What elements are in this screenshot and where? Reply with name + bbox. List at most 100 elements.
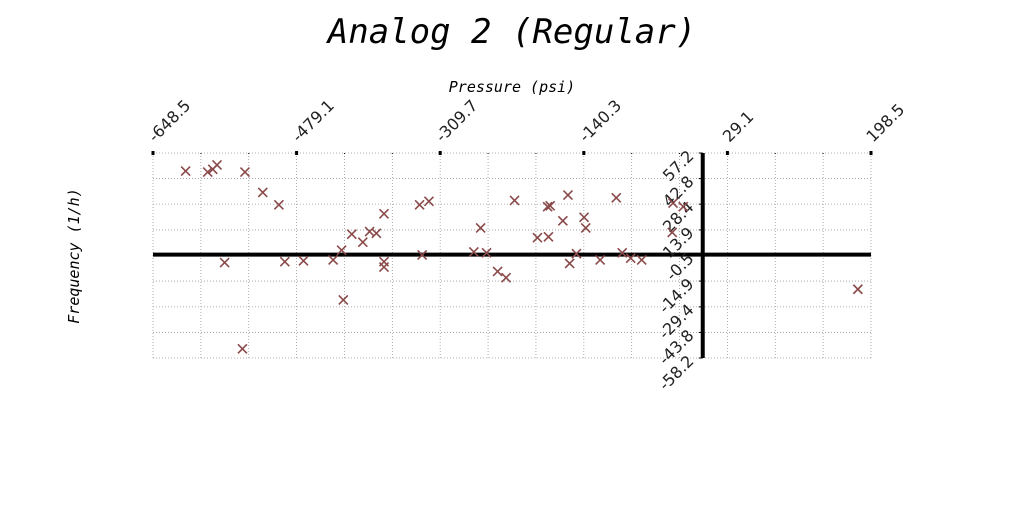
data-point-stroke [543,231,554,242]
data-point-stroke [571,248,582,259]
data-point [328,254,339,266]
data-point [542,201,553,212]
data-point-stroke [219,257,230,268]
data-point [852,284,863,295]
data-point [557,215,568,226]
data-point-stroke [501,272,512,283]
data-point-stroke [202,166,213,178]
data-point [571,248,582,259]
data-point-stroke [667,227,678,238]
data-point [378,261,390,273]
data-point-stroke [468,246,479,258]
data-point [595,254,606,266]
data-point-stroke [371,228,382,239]
data-point-stroke [532,232,543,243]
data-point [237,343,248,354]
data-point-stroke [636,254,647,266]
data-point [364,226,375,237]
data-point [578,212,590,223]
data-point-stroke [338,294,349,305]
data-point [378,208,390,219]
data-point [417,249,428,261]
data-point-stroke [237,343,248,354]
data-point-stroke [211,159,223,170]
data-point [475,222,486,234]
data-point [298,255,309,266]
data-points [180,159,863,354]
data-point-stroke [557,215,568,226]
y-axis-label: Frequency (1/h) [65,188,83,323]
data-point-stroke [678,201,689,212]
data-point-stroke [273,199,284,210]
x-tick-label: -479.1 [288,96,338,146]
data-point-stroke [667,198,679,209]
data-point-stroke [336,245,347,256]
data-point [202,166,213,178]
data-point [239,166,251,178]
data-point [667,198,679,209]
data-point-stroke [564,258,575,269]
data-point [543,231,554,242]
data-point [371,228,382,239]
data-point-stroke [239,166,251,178]
x-tick-label: -648.5 [144,96,194,146]
x-tick-label: 198.5 [862,100,908,146]
data-point-stroke [423,196,434,207]
x-tick-label: 29.1 [719,107,758,146]
data-point [545,200,556,211]
data-point [211,159,223,170]
data-point-stroke [357,237,368,248]
data-point [180,166,191,177]
data-point-stroke [625,253,636,264]
tick-labels: -648.5 -479.1 -309.7 -140.3 29.1 198.557.242.… [144,96,908,394]
data-point-stroke [328,254,339,266]
data-point-stroke [346,229,357,240]
data-point [346,229,357,240]
data-point [509,195,520,206]
data-point-stroke [279,256,290,267]
data-point [423,196,434,207]
data-point [667,227,678,238]
data-point [336,245,347,256]
data-point-stroke [378,261,390,273]
data-point [678,201,689,212]
data-point-stroke [562,190,574,201]
data-point [468,246,479,258]
data-point [492,266,503,277]
data-point [481,247,492,258]
data-point-stroke [378,208,390,219]
data-point-stroke [417,249,428,261]
chart-title: Analog 2 (Regular) [326,12,696,52]
data-point-stroke [298,255,309,266]
x-tick-label: -309.7 [432,96,482,146]
data-point [338,294,349,305]
data-point [273,199,284,210]
axes [151,151,873,359]
x-axis-label: Pressure (psi) [449,78,575,96]
x-tick-label: -140.3 [575,96,625,146]
data-point [562,190,574,201]
data-point [279,256,290,267]
data-point-stroke [611,192,622,203]
data-point-stroke [852,284,863,295]
data-point-stroke [414,199,425,210]
data-point-stroke [617,247,628,258]
data-point [532,232,543,243]
data-point-stroke [595,254,606,266]
data-point-stroke [542,201,553,212]
data-point-stroke [509,195,520,206]
data-point [580,222,591,234]
data-point [636,254,647,266]
data-point-stroke [545,200,556,211]
data-point [611,192,622,203]
data-point [625,253,636,264]
data-point-stroke [257,187,268,198]
data-point [257,187,268,198]
data-point [219,257,230,268]
data-point [501,272,512,283]
data-point-stroke [580,222,591,234]
data-point [357,237,368,248]
data-point [617,247,628,258]
data-point-stroke [481,247,492,258]
